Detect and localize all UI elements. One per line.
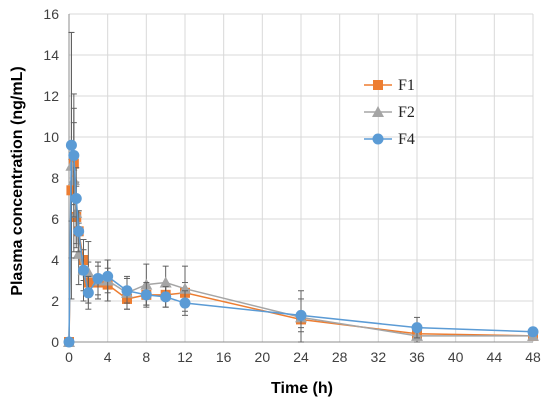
- data-point-f4-12: [179, 297, 191, 309]
- x-tick-label-3: 12: [177, 349, 193, 365]
- data-point-f4-5: [78, 264, 89, 276]
- data-point-f4-14: [411, 322, 423, 334]
- error-bars-f4: [68, 31, 536, 339]
- x-tick-label-5: 20: [255, 349, 271, 365]
- data-point-f4-3: [70, 193, 82, 204]
- y-tick-label-8: 16: [43, 6, 59, 22]
- data-point-f4-11: [160, 291, 172, 303]
- legend-item-f1: F1: [364, 77, 415, 94]
- y-tick-label-7: 14: [43, 47, 59, 63]
- legend-label: F1: [398, 77, 415, 94]
- y-tick-label-3: 6: [51, 211, 59, 227]
- x-tick-label-7: 28: [332, 349, 348, 365]
- y-tick-label-6: 12: [43, 88, 59, 104]
- legend-marker: [373, 80, 383, 90]
- gridlines: [69, 13, 534, 342]
- error-bars-f2: [68, 31, 536, 343]
- data-point-f4-0: [63, 336, 75, 348]
- data-point-f2-11: [159, 276, 172, 288]
- x-axis-title: Time (h): [271, 380, 333, 397]
- data-point-f4-10: [140, 289, 152, 301]
- legend-label: F2: [398, 104, 415, 121]
- data-point-f4-7: [92, 272, 104, 284]
- series-layer: [63, 31, 539, 348]
- x-tick-label-11: 44: [487, 349, 503, 365]
- legend-marker: [372, 133, 384, 145]
- x-tick-label-0: 0: [65, 349, 73, 365]
- series-f4: [63, 31, 539, 348]
- x-tick-label-2: 8: [142, 349, 150, 365]
- x-tick-label-6: 24: [293, 349, 309, 365]
- error-bars-f1: [68, 122, 536, 341]
- x-tick-label-8: 32: [371, 349, 387, 365]
- data-point-f4-9: [121, 285, 133, 297]
- x-tick-label-1: 4: [104, 349, 112, 365]
- data-point-f4-6: [82, 287, 94, 299]
- y-axis-title: Plasma concentration (ng/mL): [9, 66, 26, 295]
- data-point-f4-13: [295, 309, 307, 321]
- legend-marker: [372, 106, 384, 117]
- data-point-f4-15: [527, 326, 539, 338]
- data-point-f4-8: [102, 270, 114, 282]
- x-tick-label-9: 36: [409, 349, 425, 365]
- y-tick-label-2: 4: [51, 252, 59, 268]
- legend-item-f4: F4: [364, 131, 415, 148]
- y-tick-label-5: 10: [43, 129, 59, 145]
- x-tick-label-12: 48: [525, 349, 541, 365]
- legend: F1 F2 F4: [364, 77, 415, 148]
- x-tick-label-10: 40: [448, 349, 464, 365]
- data-point-f4-2: [68, 149, 80, 161]
- legend-label: F4: [398, 131, 415, 148]
- y-tick-label-1: 2: [51, 293, 59, 309]
- data-point-f4-1: [65, 139, 77, 151]
- y-tick-label-0: 0: [51, 334, 59, 350]
- y-tick-label-4: 8: [51, 170, 59, 186]
- x-tick-label-4: 16: [216, 349, 232, 365]
- data-point-f4-4: [73, 225, 85, 237]
- legend-item-f2: F2: [364, 104, 415, 121]
